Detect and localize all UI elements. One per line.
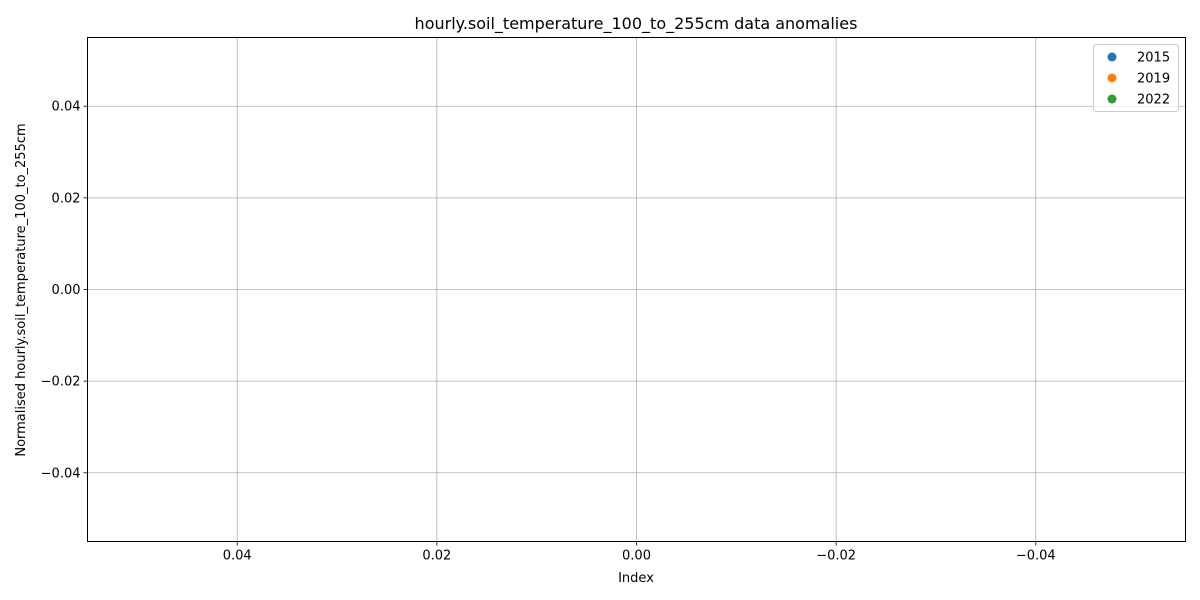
axis-ticks: 0.04 0.02 0.00 −0.02 −0.04 0.04 0.02 0.00 −0.02 −… — [41, 100, 1056, 564]
y-axis-label: Normalised hourly.soil_temperature_100_t… — [14, 123, 29, 456]
legend-marker-2019 — [1107, 73, 1117, 83]
x-tick-label: −0.02 — [816, 549, 856, 564]
legend-label-2019: 2019 — [1137, 72, 1170, 87]
legend-marker-2022 — [1107, 94, 1117, 104]
x-tick-label: 0.00 — [622, 549, 651, 564]
y-tick-label: 0.02 — [52, 191, 81, 206]
legend-box — [1093, 44, 1179, 112]
y-tick-label: −0.02 — [41, 375, 81, 390]
y-tick-label: 0.00 — [52, 283, 81, 298]
chart-title: hourly.soil_temperature_100_to_255cm dat… — [415, 14, 858, 34]
legend-marker-2015 — [1107, 52, 1117, 62]
x-tick-label: 0.02 — [422, 549, 451, 564]
y-tick-label: 0.04 — [52, 100, 81, 115]
x-tick-label: −0.04 — [1016, 549, 1056, 564]
grid — [87, 37, 1186, 542]
x-tick-label: 0.04 — [223, 549, 252, 564]
legend: 2015 2019 2022 — [1093, 44, 1179, 112]
legend-label-2015: 2015 — [1137, 51, 1170, 66]
y-tick-label: −0.04 — [41, 466, 81, 481]
x-axis-label: Index — [618, 571, 654, 586]
legend-label-2022: 2022 — [1137, 93, 1170, 108]
